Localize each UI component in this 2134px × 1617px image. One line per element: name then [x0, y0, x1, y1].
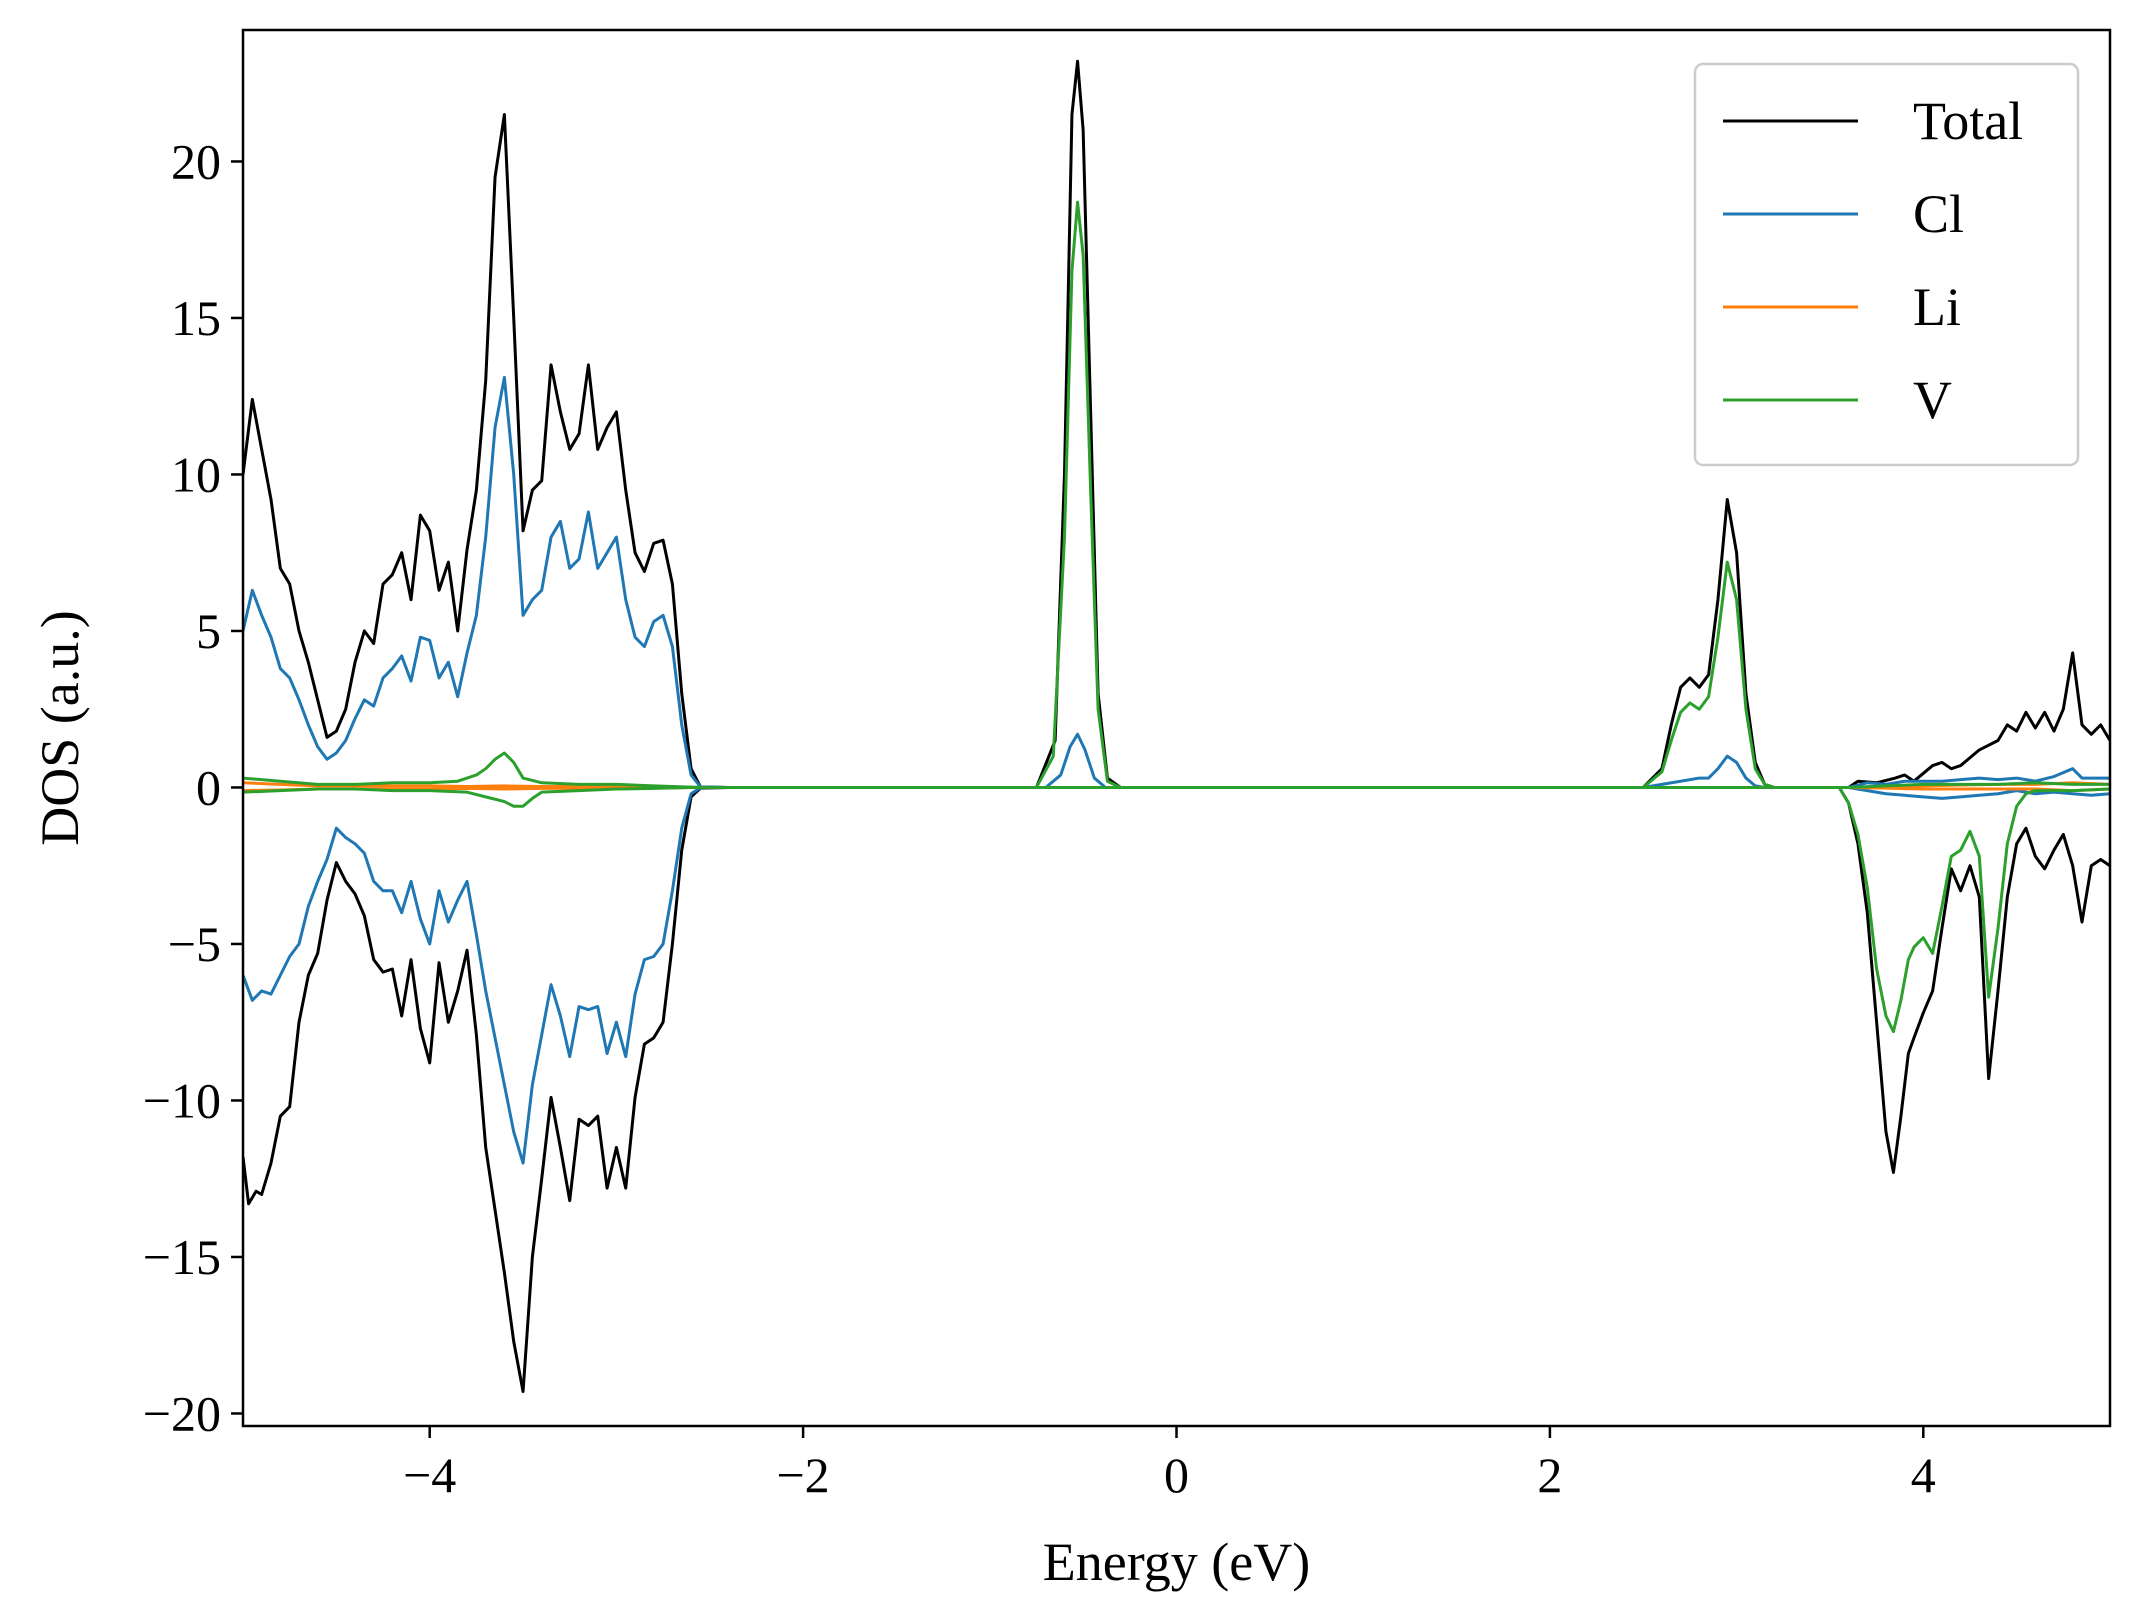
x-tick-label: −4 — [403, 1447, 456, 1503]
legend-label-cl: Cl — [1913, 184, 1964, 244]
legend-label-li: Li — [1913, 277, 1961, 337]
y-tick-label: 10 — [171, 446, 221, 502]
legend-label-total: Total — [1913, 91, 2023, 151]
y-tick-label: 15 — [171, 290, 221, 346]
y-tick-label: −20 — [143, 1385, 221, 1441]
series-v-spin-down-line — [243, 785, 2110, 1034]
y-tick-label: −15 — [143, 1229, 221, 1285]
y-tick-label: −5 — [168, 916, 221, 972]
plot-area — [243, 59, 2110, 1394]
y-axis-label: DOS (a.u.) — [30, 610, 90, 845]
y-tick-label: 5 — [196, 603, 221, 659]
x-axis-label: Energy (eV) — [1043, 1532, 1310, 1592]
x-tick-label: −2 — [776, 1447, 829, 1503]
x-tick-label: 2 — [1537, 1447, 1562, 1503]
series-total-spin-down-line — [243, 785, 2110, 1394]
legend-label-v: V — [1913, 370, 1952, 430]
x-tick-label: 0 — [1164, 1447, 1189, 1503]
x-tick-label: 4 — [1911, 1447, 1936, 1503]
series-cl-spin-down-line — [243, 785, 2110, 1165]
legend: Total Cl Li V — [1693, 62, 2080, 467]
series-cl-spin-up-line — [243, 375, 2110, 789]
series-v-spin-up-line — [243, 200, 2110, 789]
y-tick-label: −10 — [143, 1072, 221, 1128]
y-tick-label: 20 — [171, 133, 221, 189]
legend-box — [1693, 62, 2080, 467]
y-tick-label: 0 — [196, 759, 221, 815]
